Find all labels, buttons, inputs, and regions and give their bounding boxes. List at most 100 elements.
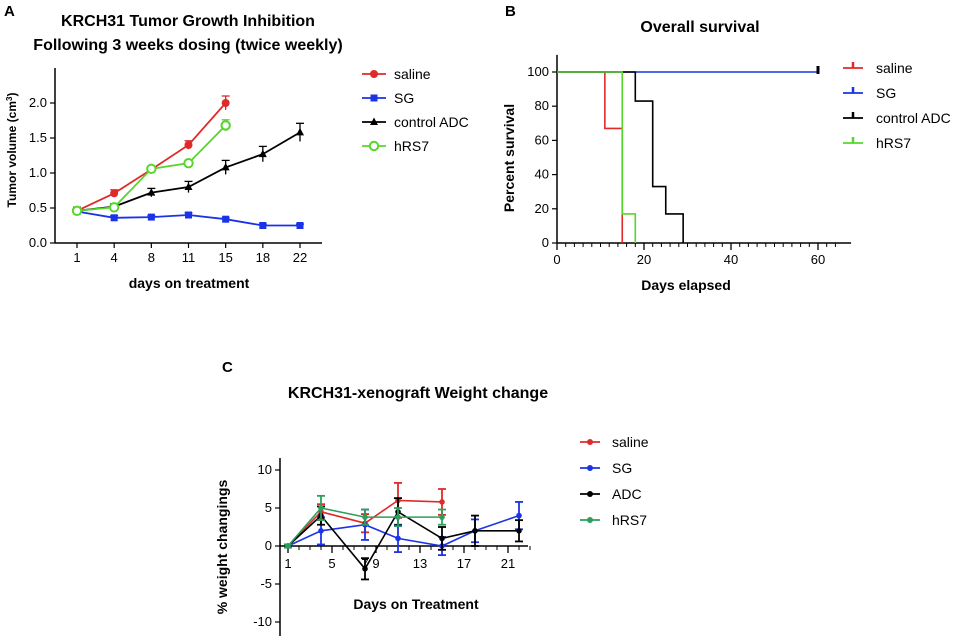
panel-a-data-point [110, 189, 119, 198]
panel-c-x-tick-label: 1 [284, 556, 291, 571]
panel-c-x-tick-label: 17 [457, 556, 471, 571]
panel-c: C KRCH31-xenograft Weight change Days on… [214, 359, 649, 636]
panel-a-data-point [108, 202, 120, 213]
panel-c-data-point [285, 543, 291, 549]
panel-a-legend-marker [370, 117, 378, 125]
panel-c-y-tick-label: 5 [265, 500, 272, 515]
panel-b-y-axis-title: Percent survival [501, 104, 517, 212]
panel-c-legend-label: hRS7 [612, 512, 647, 528]
panel-a-x-tick-label: 11 [182, 250, 196, 265]
panel-c-title: KRCH31-xenograft Weight change [288, 385, 548, 402]
panel-a-data-point [146, 163, 157, 175]
panel-a-data-point [258, 149, 267, 158]
panel-b-legend-label: control ADC [876, 110, 951, 126]
panel-b-x-tick-label: 60 [811, 252, 825, 267]
panel-c-legend-marker [587, 517, 593, 523]
panel-c-legend-label: saline [612, 434, 649, 450]
panel-c-y-tick-label: 0 [265, 538, 272, 553]
panel-a-data-point [296, 127, 304, 136]
panel-a-y-tick-label: 1.0 [29, 165, 47, 180]
panel-a-legend-marker [370, 94, 378, 102]
panel-b-y-tick-label: 40 [535, 167, 549, 182]
panel-b-legend-label: hRS7 [876, 135, 911, 151]
panel-a-x-axis-title: days on treatment [129, 275, 250, 291]
panel-c-y-tick-label: 10 [258, 462, 272, 477]
panel-a-y-tick-label: 1.5 [29, 130, 47, 145]
panel-a-y-tick-label: 0.0 [29, 235, 47, 250]
panel-a-x-tick-label: 18 [256, 250, 270, 265]
panel-c-data-point [395, 535, 401, 542]
panel-b-survival-curve [557, 71, 624, 243]
panel-b-legend-label: saline [876, 60, 913, 76]
panel-c-x-tick-label: 9 [372, 556, 379, 571]
panel-a-y-axis-title: Tumor volume (cm3) [5, 93, 20, 208]
panel-c-x-tick-label: 21 [501, 556, 515, 571]
panel-a-x-tick-label: 4 [111, 250, 118, 265]
panel-a-plot: 0.0 0.5 1.0 1.5 2.0 1 4 8 11 15 18 22 saline SG contro… [29, 66, 469, 265]
panel-b-y-tick-label: 0 [542, 235, 549, 250]
panel-c-y-tick-label: -10 [253, 614, 272, 629]
panel-a-data-point [259, 222, 267, 229]
panel-a-y-tick-label: 0.5 [29, 200, 47, 215]
panel-c-data-point [395, 514, 401, 520]
panel-c-x-tick-label: 5 [328, 556, 335, 571]
panel-a-y-axis-title-sup: 3 [5, 96, 14, 101]
panel-a-data-point [71, 205, 83, 217]
panel-b-x-tick-label: 40 [724, 252, 738, 267]
panel-a-series-control-adc [73, 122, 304, 215]
panel-c-series-hrs7 [284, 494, 446, 549]
panel-b-series-saline [557, 71, 624, 243]
panel-b-y-tick-label: 100 [527, 64, 549, 79]
panel-b-y-tick-label: 60 [535, 132, 549, 147]
panel-a-title-line-1: KRCH31 Tumor Growth Inhibition [61, 13, 315, 30]
panel-a-legend-marker [370, 70, 378, 78]
panel-a-series-hrs7 [71, 119, 231, 217]
panel-b-survival-curve [557, 71, 684, 243]
panel-a-legend-label: saline [394, 66, 431, 82]
panel-c-legend-marker [587, 465, 593, 471]
panel-a-x-tick-label: 8 [148, 250, 155, 265]
panel-a-y-tick-label: 2.0 [29, 95, 47, 110]
panel-a-x-tick-label: 1 [73, 250, 80, 265]
panel-b-letter: B [505, 3, 516, 20]
panel-c-y-tick-label: -5 [260, 576, 272, 591]
panel-a-data-point [220, 120, 231, 131]
panel-c-data-point [362, 566, 368, 572]
panel-b-y-tick-label: 80 [535, 98, 549, 113]
panel-a-y-axis-title-prefix: Tumor volume (cm [5, 101, 19, 207]
panel-b-x-axis-title: Days elapsed [641, 277, 731, 293]
panel-a-letter: A [4, 3, 15, 20]
panel-c-data-point [362, 514, 368, 520]
panel-a-legend-marker [368, 140, 380, 152]
panel-a-data-point [184, 182, 193, 190]
panel-b: B Overall survival Days elapsed Percent … [501, 3, 951, 293]
panel-c-x-axis-title: Days on Treatment [353, 596, 479, 612]
panel-a-legend-label: hRS7 [394, 138, 429, 154]
panel-a: A KRCH31 Tumor Growth Inhibition Followi… [4, 3, 469, 291]
panel-b-series-control-adc [557, 71, 684, 243]
panel-c-legend-label: ADC [612, 486, 642, 502]
panel-a-legend-label: control ADC [394, 114, 469, 130]
panel-b-plot: 0 20 40 60 80 100 0 20 40 60 saline SG control ADC hR… [527, 54, 951, 267]
panel-a-data-point [221, 99, 230, 107]
panel-a-data-point [110, 214, 118, 222]
panel-b-title: Overall survival [640, 19, 759, 36]
panel-c-legend-marker [587, 491, 593, 497]
panel-a-y-axis-title-suffix: ) [5, 93, 19, 97]
panel-a-data-point [183, 158, 194, 169]
panel-c-legend-label: SG [612, 460, 632, 476]
panel-a-legend-label: SG [394, 90, 414, 106]
panel-c-data-point [318, 505, 324, 511]
panel-c-x-tick-label: 13 [413, 556, 427, 571]
panel-b-x-tick-label: 0 [553, 252, 560, 267]
panel-a-data-point [147, 213, 155, 221]
panel-a-x-tick-label: 22 [293, 250, 307, 265]
panel-c-legend-marker [587, 439, 593, 445]
panel-b-series-hrs7 [557, 71, 637, 243]
panel-b-y-tick-label: 20 [535, 201, 549, 216]
panel-b-survival-curve [557, 71, 637, 243]
panel-a-data-point [184, 141, 193, 149]
panel-c-data-point [439, 535, 445, 542]
panel-a-series-sg [73, 208, 304, 229]
panel-c-data-point [516, 512, 522, 519]
